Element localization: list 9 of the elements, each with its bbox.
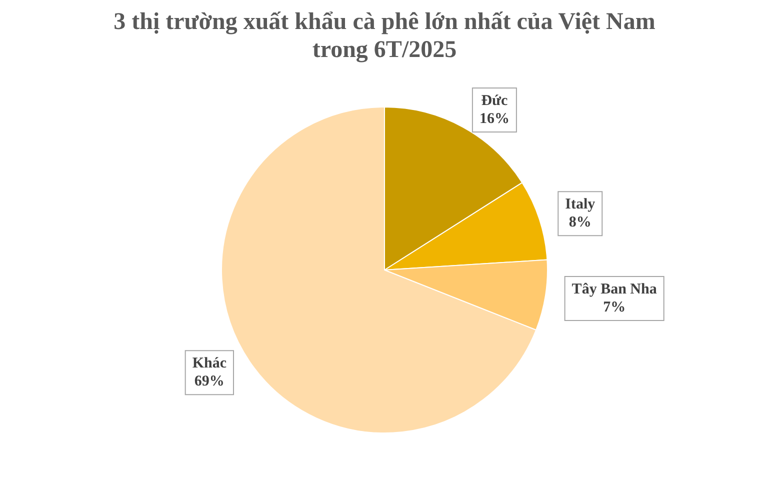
chart-title: 3 thị trường xuất khẩu cà phê lớn nhất của Việt Nam trong 6T/2025 [112,8,656,65]
data-label: 69% [194,373,224,390]
slice-label: Tây Ban Nha [572,281,658,298]
data-label: 16% [479,110,510,127]
slice-label: Đức [481,92,508,109]
data-label: 8% [568,214,592,230]
slice-label: Italy [565,196,596,212]
data-label: 7% [603,299,626,316]
slice-label: Khác [192,355,227,372]
